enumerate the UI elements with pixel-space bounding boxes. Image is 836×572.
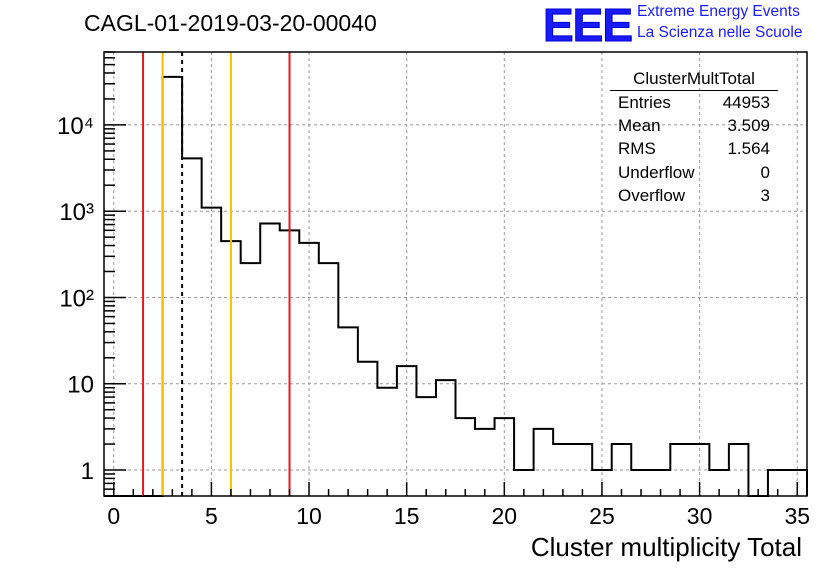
y-tick-label: 10 [67, 372, 94, 399]
logo-line-1: Extreme Energy Events [637, 3, 800, 20]
histogram-bin [182, 158, 202, 496]
logo-line-2: La Scienza nelle Scuole [637, 24, 803, 41]
stats-value: 1.564 [727, 139, 770, 159]
stats-label: Underflow [618, 162, 695, 182]
x-tick-label: 25 [589, 503, 615, 529]
x-tick-label: 5 [205, 503, 218, 529]
y-tick-label: 10² [59, 285, 94, 312]
x-tick-label: 30 [687, 503, 713, 529]
stats-value: 44953 [722, 93, 770, 112]
histogram-bin [319, 263, 339, 496]
stats-row-entries: Entries 44953 [610, 91, 778, 114]
histogram-bin [534, 429, 554, 496]
stats-label: RMS [618, 139, 656, 159]
histogram-bin [416, 397, 436, 496]
histogram-line [104, 75, 808, 497]
histogram-bin [573, 444, 593, 496]
x-tick-label: 10 [296, 503, 322, 529]
histogram-bin [436, 380, 456, 496]
stats-title: ClusterMultTotal [610, 68, 778, 91]
stats-row-underflow: Underflow 0 [610, 161, 778, 184]
chart-title: CAGL-01-2019-03-20-00040 [84, 10, 377, 36]
stats-row-rms: RMS 1.564 [610, 137, 778, 160]
stats-label: Mean [618, 116, 661, 136]
plot-frame [103, 51, 808, 497]
y-tick-label: 10³ [59, 199, 94, 226]
histogram-bin [241, 263, 261, 496]
x-tick-label: 20 [492, 503, 518, 529]
histogram-bin [338, 327, 358, 496]
x-tick-label: 15 [394, 503, 420, 529]
x-tick-label: 35 [784, 503, 810, 529]
histogram-bin [456, 418, 476, 496]
histogram-bin [377, 388, 397, 496]
stats-row-mean: Mean 3.509 [610, 114, 778, 137]
eee-logo: EEE [542, 0, 633, 52]
y-tick-label: 1 [81, 458, 94, 485]
x-axis-label: Cluster multiplicity Total [530, 532, 802, 562]
stats-label: Overflow [618, 185, 686, 205]
stats-value: 3.509 [727, 116, 770, 136]
stats-value: 0 [760, 162, 770, 182]
histogram-bin [260, 224, 280, 496]
histogram-bin [358, 362, 378, 496]
stats-value: 3 [760, 185, 770, 205]
x-tick-label: 0 [107, 503, 120, 529]
histogram-bin [475, 429, 495, 496]
y-tick-label: 10⁴ [57, 113, 94, 140]
histogram-bin [163, 77, 183, 496]
stats-row-overflow: Overflow 3 [610, 184, 778, 207]
stats-label: Entries [618, 93, 671, 112]
histogram-bin [729, 444, 749, 496]
stats-box: ClusterMultTotal Entries 44953 Mean 3.50… [610, 68, 778, 207]
